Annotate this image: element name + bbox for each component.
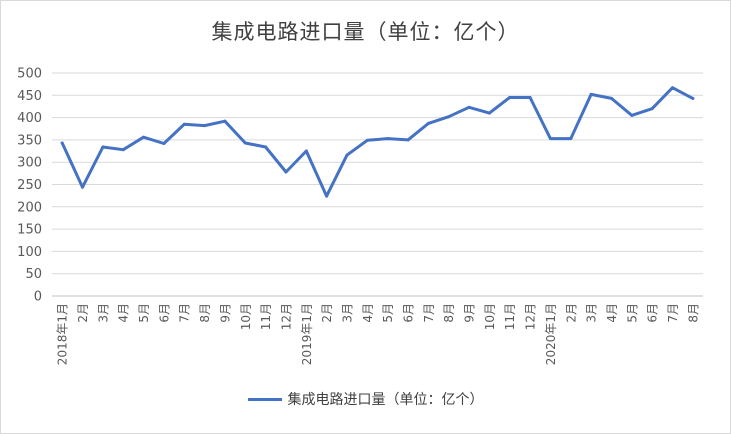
- x-tick-label: 11月: [503, 303, 517, 330]
- x-tick-label: 3月: [340, 303, 354, 323]
- data-point: [284, 170, 288, 174]
- data-point: [650, 107, 654, 111]
- legend-label: 集成电路进口量（单位：亿个）: [287, 392, 484, 408]
- data-point: [81, 185, 85, 189]
- x-tick-label: 12月: [279, 303, 293, 330]
- x-tick-label: 11月: [259, 303, 273, 330]
- data-point: [121, 148, 125, 152]
- y-axis-tick-labels: 0 50 100 150 200 250 300 350 400 450 500: [17, 67, 42, 305]
- x-tick-label: 3月: [585, 303, 599, 323]
- x-tick-label: 10月: [483, 303, 497, 330]
- x-tick-label: 10月: [239, 303, 253, 330]
- data-point: [223, 119, 227, 123]
- y-tick-label: 100: [17, 245, 42, 260]
- data-point: [345, 153, 349, 157]
- x-tick-label: 9月: [218, 303, 232, 323]
- chart-legend: 集成电路进口量（单位：亿个）: [0, 389, 731, 409]
- data-point: [426, 121, 430, 125]
- y-tick-label: 300: [17, 156, 42, 171]
- x-tick-label: 2月: [76, 303, 90, 323]
- x-tick-label: 5月: [137, 303, 151, 323]
- x-tick-label: 12月: [524, 303, 538, 330]
- y-tick-label: 50: [25, 267, 42, 282]
- chart-title: 集成电路进口量（单位：亿个）: [211, 20, 520, 44]
- data-point: [548, 137, 552, 141]
- gridlines: [52, 72, 703, 297]
- data-point: [508, 96, 512, 100]
- x-tick-label: 8月: [686, 303, 700, 323]
- x-tick-label: 8月: [198, 303, 212, 323]
- data-point: [386, 137, 390, 141]
- x-tick-label: 5月: [625, 303, 639, 323]
- data-point: [162, 141, 166, 145]
- data-point: [60, 141, 64, 145]
- legend-line-swatch: [247, 397, 282, 401]
- x-tick-label: 8月: [442, 303, 456, 323]
- data-point: [691, 96, 695, 100]
- data-point: [325, 194, 329, 198]
- y-tick-label: 150: [17, 223, 42, 238]
- data-point: [670, 86, 674, 90]
- x-tick-label: 4月: [361, 303, 375, 323]
- x-tick-label: 2月: [320, 303, 334, 323]
- x-tick-label: 2018年1月: [56, 303, 70, 365]
- data-point: [365, 138, 369, 142]
- x-tick-label: 4月: [117, 303, 131, 323]
- x-tick-label: 7月: [422, 303, 436, 323]
- x-tick-label: 4月: [605, 303, 619, 323]
- data-point: [406, 138, 410, 142]
- x-tick-label: 3月: [96, 303, 110, 323]
- data-point: [528, 96, 532, 100]
- x-tick-label: 6月: [157, 303, 171, 323]
- data-point: [101, 145, 105, 149]
- series-layer: [60, 86, 695, 198]
- data-point: [243, 141, 247, 145]
- x-tick-label: 5月: [381, 303, 395, 323]
- y-tick-label: 250: [17, 178, 42, 193]
- data-point: [609, 96, 613, 100]
- x-tick-label: 2月: [564, 303, 578, 323]
- y-tick-label: 400: [17, 111, 42, 126]
- data-point: [589, 92, 593, 96]
- data-point: [304, 149, 308, 153]
- data-point: [467, 105, 471, 109]
- data-point: [182, 122, 186, 126]
- x-tick-label: 2019年1月: [300, 303, 314, 365]
- data-point: [264, 145, 268, 149]
- series-line: [60, 86, 695, 198]
- x-axis-tick-labels: 2018年1月 2月 3月 4月 5月 6月 7月 8月 9月 10月 11月 12月 2019年1月 2…: [56, 303, 701, 365]
- y-tick-label: 350: [17, 133, 42, 148]
- data-point: [487, 111, 491, 115]
- x-tick-label: 6月: [646, 303, 660, 323]
- data-point: [569, 137, 573, 141]
- data-point: [447, 115, 451, 119]
- x-tick-label: 2020年1月: [544, 303, 558, 365]
- x-tick-label: 7月: [666, 303, 680, 323]
- y-tick-label: 450: [17, 89, 42, 104]
- y-tick-label: 200: [17, 200, 42, 215]
- data-point: [203, 124, 207, 128]
- y-tick-label: 0: [34, 290, 42, 305]
- y-tick-label: 500: [17, 67, 42, 82]
- data-point: [630, 113, 634, 117]
- data-point: [142, 135, 146, 139]
- x-tick-label: 7月: [178, 303, 192, 323]
- x-tick-label: 6月: [402, 303, 416, 323]
- x-tick-label: 9月: [463, 303, 477, 323]
